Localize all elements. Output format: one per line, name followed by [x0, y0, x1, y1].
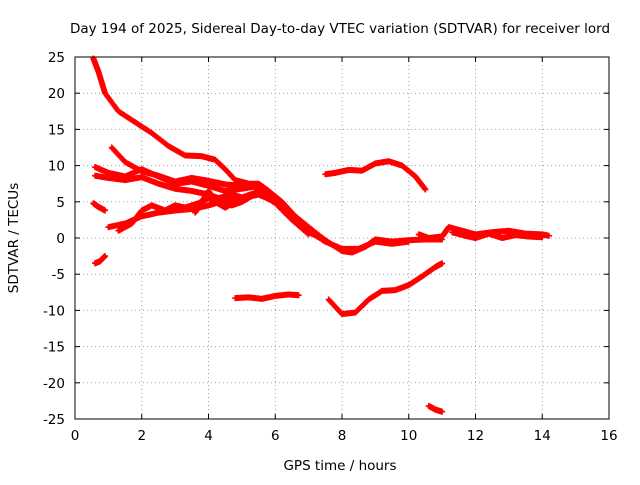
x-tick-label: 12: [467, 428, 484, 444]
y-tick-label: -15: [43, 340, 65, 356]
series-track-7: [192, 187, 265, 216]
y-tick-label: -5: [52, 267, 65, 283]
series-track-10: [232, 291, 302, 302]
y-tick-label: 15: [48, 122, 65, 138]
x-tick-label: 14: [534, 428, 551, 444]
series-track-13: [425, 402, 446, 415]
series-markers: [192, 187, 265, 216]
series-markers: [92, 253, 109, 267]
series-markers: [90, 200, 109, 214]
series-track-4: [108, 144, 262, 191]
series-markers: [325, 260, 446, 318]
series-track-9: [92, 253, 109, 267]
y-tick-label: 0: [56, 231, 65, 247]
y-tick-label: 5: [56, 195, 65, 211]
y-tick-label: 25: [48, 50, 65, 66]
x-tick-label: 10: [400, 428, 417, 444]
series-markers: [90, 55, 446, 256]
y-axis-label: SDTVAR / TECUs: [6, 183, 22, 293]
chart-title: Day 194 of 2025, Sidereal Day-to-day VTE…: [70, 21, 610, 37]
x-axis-label: GPS time / hours: [283, 458, 396, 474]
x-tick-label: 2: [137, 428, 146, 444]
series-markers: [449, 229, 546, 241]
series-markers: [425, 402, 446, 415]
x-tick-label: 4: [204, 428, 213, 444]
x-tick-label: 16: [600, 428, 617, 444]
series-track-15: [449, 229, 546, 241]
series-track-8: [90, 200, 109, 214]
data-layer: [90, 55, 552, 415]
series-track-12: [325, 260, 446, 318]
y-tick-label: -25: [43, 412, 65, 428]
series-markers: [232, 291, 302, 302]
x-tick-label: 6: [271, 428, 280, 444]
series-markers: [108, 144, 262, 191]
x-tick-label: 0: [71, 428, 80, 444]
x-tick-label: 8: [338, 428, 347, 444]
ticks-layer: 0 2 4 6 8 10 12 14 16 -25 -20 -15 -10 -5 0 5 10 15 20 25: [43, 50, 618, 444]
y-tick-label: 10: [48, 159, 65, 175]
series-track-11: [322, 158, 429, 193]
y-tick-label: -10: [43, 303, 65, 319]
y-tick-label: -20: [43, 376, 65, 392]
series-track-1: [90, 55, 446, 256]
series-markers: [105, 191, 412, 252]
series-markers: [322, 158, 429, 193]
series-track-6: [105, 191, 412, 252]
y-tick-label: 20: [48, 86, 65, 102]
